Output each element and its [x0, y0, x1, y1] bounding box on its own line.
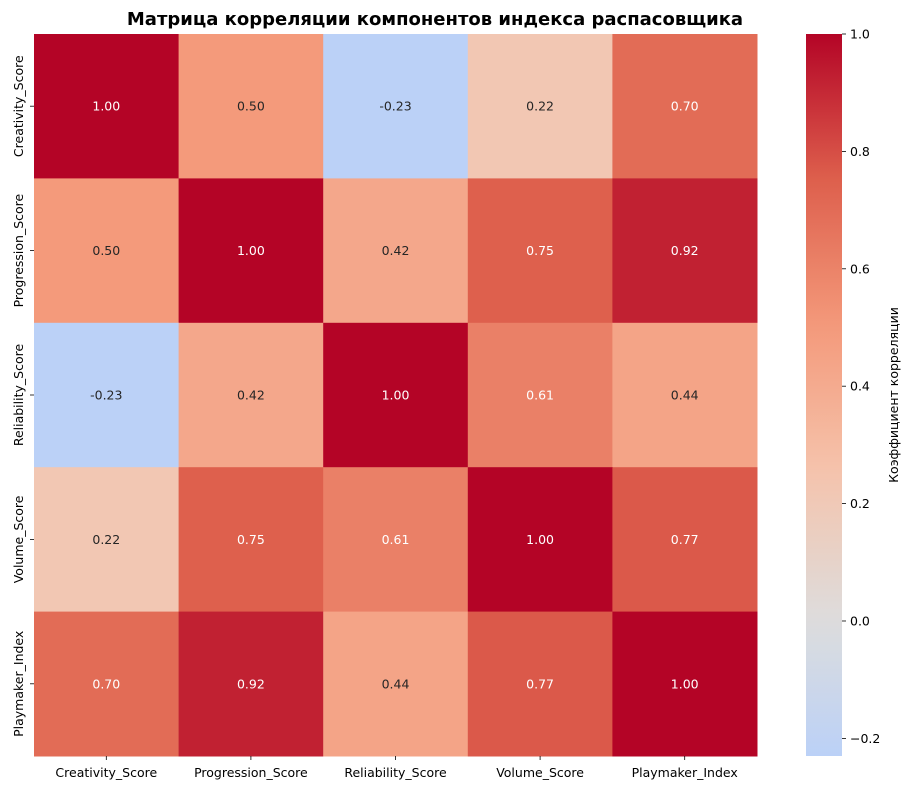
- heatmap-cell: [178, 322, 324, 468]
- colorbar-ticks: 1.0 0.8 0.6 0.4 0.2 0.0 −0.2: [842, 27, 880, 746]
- cell-annotation: -0.23: [379, 99, 411, 114]
- heatmap-cell: [34, 322, 180, 468]
- colorbar-tick-label: 0.2: [850, 496, 870, 511]
- y-tick-label: Playmaker_Index: [11, 631, 26, 737]
- cell-annotation: 0.61: [526, 388, 554, 403]
- cell-annotation: 0.77: [526, 676, 554, 691]
- heatmap-cell: [467, 34, 613, 179]
- heatmap-cell: [178, 467, 324, 613]
- x-tick-label: Playmaker_Index: [632, 765, 738, 780]
- heatmap-cell: [178, 611, 324, 757]
- y-axis: Creativity_Score Progression_Score Reliabi…: [11, 55, 34, 737]
- heatmap-cell: [34, 611, 180, 757]
- cell-annotation: 1.00: [671, 676, 699, 691]
- colorbar-tick-label: −0.2: [850, 731, 880, 746]
- cell-annotation: 0.70: [671, 99, 699, 114]
- heatmap-cell: [34, 467, 180, 613]
- cell-annotation: 1.00: [382, 388, 410, 403]
- heatmap-cell: [178, 34, 324, 179]
- x-tick-label: Reliability_Score: [344, 765, 447, 780]
- x-axis: Creativity_Score Progression_Score Reliabi…: [55, 756, 738, 780]
- heatmap-cell: [612, 611, 758, 757]
- colorbar-tick-label: 1.0: [850, 27, 870, 42]
- cell-annotation: 0.42: [382, 243, 410, 258]
- heatmap-cell: [34, 178, 180, 324]
- y-tick-label: Reliability_Score: [11, 344, 26, 447]
- heatmap-cell: [323, 467, 469, 613]
- heatmap-cell: [178, 178, 324, 324]
- cell-annotation: 0.92: [671, 243, 699, 258]
- colorbar-tick-label: 0.8: [850, 144, 870, 159]
- cell-annotation: 0.44: [382, 676, 410, 691]
- heatmap-cell: [612, 34, 758, 179]
- cell-annotation: 0.70: [92, 676, 120, 691]
- cell-annotation: 1.00: [237, 243, 265, 258]
- cell-annotation: 0.22: [92, 532, 120, 547]
- x-tick-label: Creativity_Score: [55, 765, 157, 780]
- colorbar-label: Коэффициент корреляции: [886, 307, 901, 483]
- y-tick-label: Creativity_Score: [11, 55, 26, 157]
- colorbar-tick-label: 0.0: [850, 613, 870, 628]
- cell-annotation: 1.00: [92, 99, 120, 114]
- heatmap-cell: [323, 322, 469, 468]
- cell-annotation: 0.50: [92, 243, 120, 258]
- cell-annotation: 0.50: [237, 99, 265, 114]
- cell-annotation: 0.77: [671, 532, 699, 547]
- heatmap-cell: [612, 322, 758, 468]
- heatmap-cell: [34, 34, 180, 179]
- heatmap-cells: [34, 34, 758, 757]
- heatmap-cell: [467, 178, 613, 324]
- cell-annotation: 0.42: [237, 388, 265, 403]
- cell-annotation: 0.22: [526, 99, 554, 114]
- y-tick-label: Progression_Score: [11, 193, 26, 307]
- cell-annotation: 0.44: [671, 388, 699, 403]
- cell-annotation: 0.61: [382, 532, 410, 547]
- heatmap-cell: [612, 178, 758, 324]
- y-tick-label: Volume_Score: [11, 495, 26, 583]
- heatmap-cell: [612, 467, 758, 613]
- x-tick-label: Volume_Score: [496, 765, 584, 780]
- heatmap-cell: [323, 34, 469, 179]
- cell-annotation: -0.23: [90, 388, 122, 403]
- x-tick-label: Progression_Score: [194, 765, 308, 780]
- heatmap-cell: [467, 611, 613, 757]
- cell-annotation: 0.92: [237, 676, 265, 691]
- colorbar-gradient: [806, 34, 842, 756]
- colorbar: 1.0 0.8 0.6 0.4 0.2 0.0 −0.2 Коэффициент корре…: [806, 27, 901, 756]
- chart-title: Матрица корреляции компонентов индекса р…: [127, 9, 743, 30]
- heatmap-cell: [323, 611, 469, 757]
- cell-annotation: 0.75: [237, 532, 265, 547]
- colorbar-tick-label: 0.4: [850, 379, 870, 394]
- cell-annotation: 0.75: [526, 243, 554, 258]
- cell-annotation: 1.00: [526, 532, 554, 547]
- heatmap-cell: [467, 467, 613, 613]
- colorbar-tick-label: 0.6: [850, 261, 870, 276]
- heatmap-annotations: 1.00 0.50 -0.23 0.22 0.70 0.50 1.00 0.42 0.75 0.9…: [90, 99, 699, 692]
- heatmap-cell: [467, 322, 613, 468]
- heatmap-cell: [323, 178, 469, 324]
